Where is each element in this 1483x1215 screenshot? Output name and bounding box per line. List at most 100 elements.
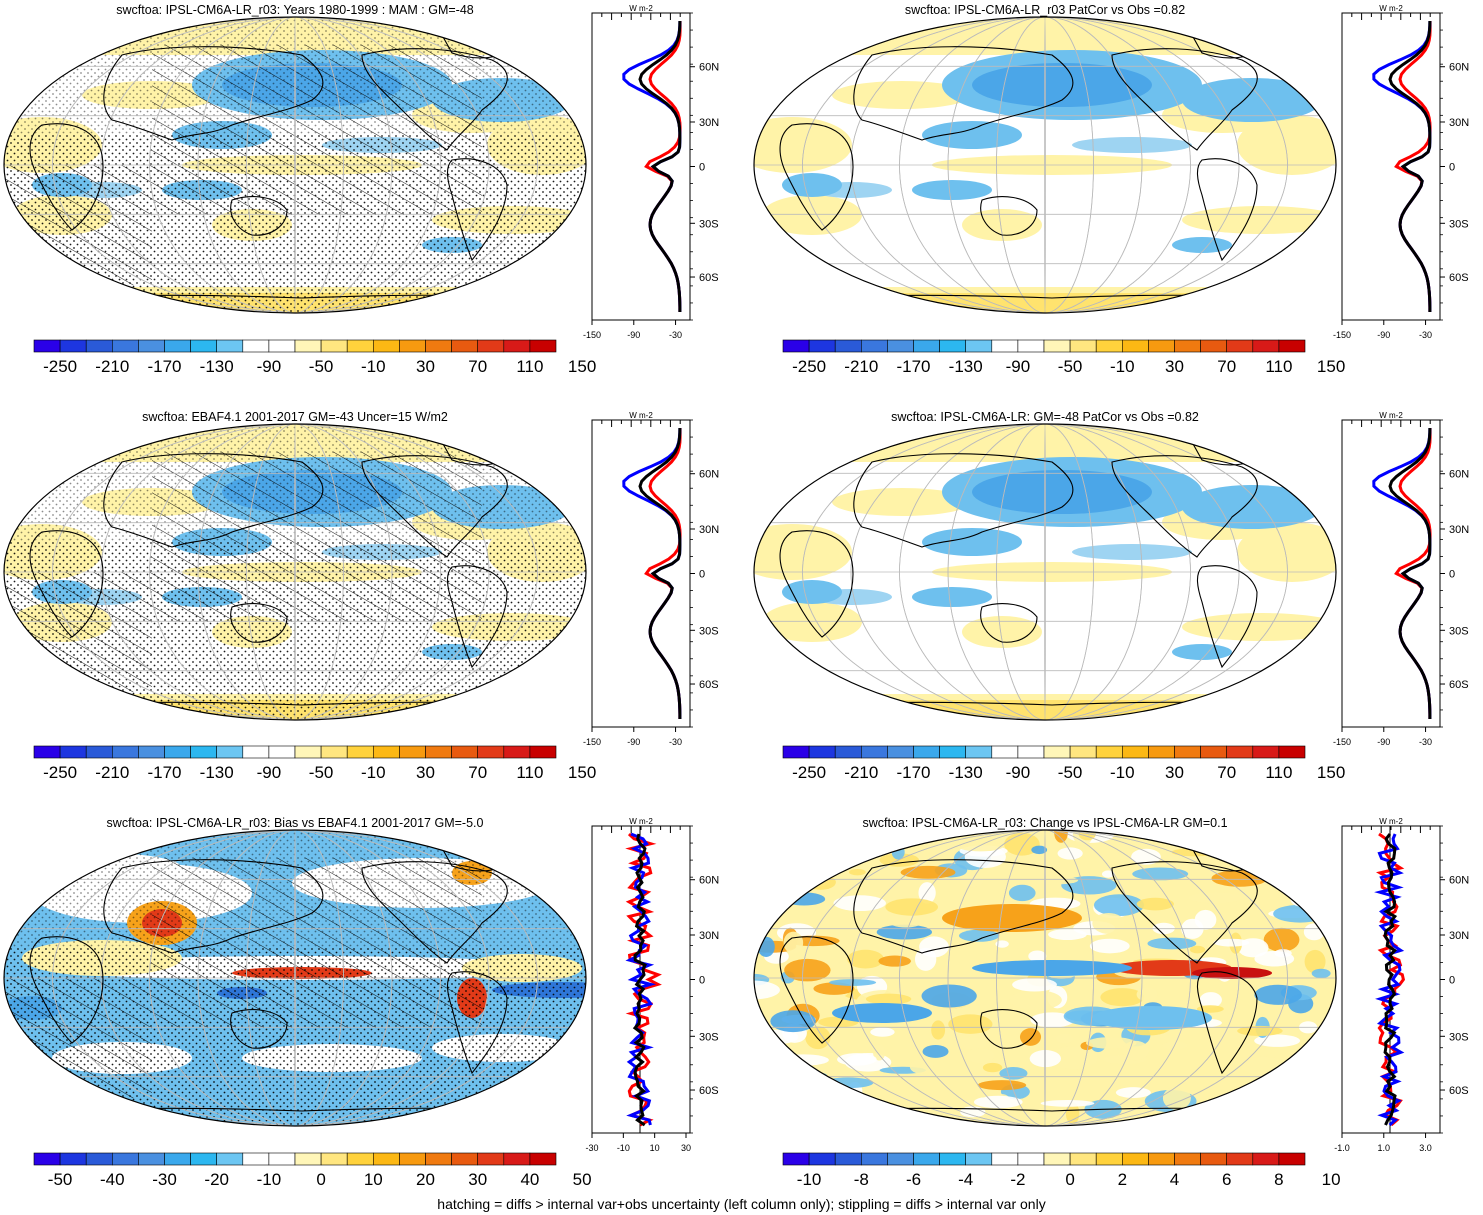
colorbar-swatch [1174,745,1201,759]
colorbar-swatch [1121,745,1149,759]
colorbar-swatch [216,745,244,759]
robinson-map [3,16,587,314]
colorbar-tick-label: -130 [200,357,234,376]
colorbar-swatch [861,1152,888,1166]
colorbar-swatch [294,1152,322,1166]
colorbar-swatch [1043,339,1071,353]
colorbar-swatch [112,339,139,353]
colorbar-swatch [782,339,810,353]
profile-tick-label: -150 [583,737,601,747]
colorbar-swatch [782,1152,810,1166]
colorbar-swatch [834,339,862,353]
colorbar-swatch [320,339,348,353]
profile-unit: W m-2 [1379,411,1403,420]
colorbar-swatch [477,339,505,353]
colorbar-tick-label: -10 [1110,763,1135,782]
colorbar-tick-label: -90 [1006,357,1031,376]
colorbar-swatch [1174,1152,1201,1166]
colorbar-swatch [861,745,888,759]
colorbar-swatch [399,1152,426,1166]
colorbar-swatch [320,1152,348,1166]
colorbar-tick-label: 6 [1222,1170,1231,1189]
lat-tick-label: 60S [1449,679,1469,691]
panel-title: swcftoa: EBAF4.1 2001-2017 GM=-43 Uncer=… [142,410,448,424]
colorbar-swatch [808,339,836,353]
colorbar-tick-label: -250 [43,763,77,782]
colorbar-swatch [1200,339,1228,353]
colorbar-tick-label: 70 [468,357,487,376]
colorbar-swatch [451,745,479,759]
lat-tick-label: 30N [699,930,719,942]
colorbar-swatch [451,339,479,353]
colorbar-swatch [451,1152,479,1166]
colorbar-tick-label: -130 [949,357,983,376]
colorbar-tick-label: 110 [516,357,543,376]
panel-title: swcftoa: IPSL-CM6A-LR_r03: Bias vs EBAF4… [106,816,484,830]
colorbar-swatch [190,339,218,353]
lat-tick-label: 0 [1449,162,1455,174]
colorbar-tick-label: 30 [416,763,435,782]
colorbar-swatch [913,1152,940,1166]
robinson-map [753,829,1337,1127]
colorbar-swatch [529,1152,557,1166]
profile-line-black [1388,20,1432,312]
colorbar-swatch [320,745,348,759]
colorbar-tick-label: -50 [48,1170,73,1189]
colorbar-swatch [1017,745,1045,759]
profile-line-blue [625,832,657,1126]
colorbar-tick-label: 40 [520,1170,539,1189]
colorbar-swatch [59,745,87,759]
colorbar-swatch [164,339,191,353]
lat-tick-label: 0 [699,975,705,987]
lat-tick-label: 30N [1449,930,1469,942]
lat-tick-label: 30S [1449,1031,1469,1043]
colorbar-tick-label: 50 [573,1170,592,1189]
colorbar-swatch [529,339,557,353]
zonal-mean-profile: W m-2 60N 30N 0 30S 60S -150 -90 -30 [1333,4,1469,340]
colorbar-tick-label: -250 [792,357,826,376]
colorbar-tick-label: 30 [468,1170,487,1189]
colorbar-swatch [1252,339,1280,353]
lat-tick-label: 60N [699,875,719,887]
profile-tick-label: -1.0 [1334,1143,1350,1153]
colorbar-tick-label: -210 [95,763,129,782]
profile-unit: W m-2 [629,411,653,420]
colorbar-swatch [1043,745,1071,759]
colorbar-swatch [1278,745,1306,759]
colorbar-tick-label: -170 [147,357,181,376]
colorbar-swatch [1252,1152,1280,1166]
lat-tick-label: 30S [1449,218,1469,230]
robinson-map [3,423,587,721]
colorbar-swatch [1069,339,1097,353]
colorbar-tick-label: 4 [1170,1170,1179,1189]
colorbar-swatch [112,745,139,759]
colorbar-swatch [164,1152,191,1166]
profile-tick-label: -30 [585,1143,598,1153]
colorbar-swatch [268,1152,296,1166]
colorbar-swatch [1121,339,1149,353]
colorbar: -250 -210 -170 -130 -90 -50 -10 30 70 110 150 [33,745,596,782]
colorbar-swatch [503,745,531,759]
colorbar-swatch [1278,339,1306,353]
colorbar-swatch [939,745,967,759]
colorbar-swatch [913,745,940,759]
colorbar-swatch [33,1152,61,1166]
lat-tick-label: 60S [699,272,719,284]
colorbar-swatch [1069,1152,1097,1166]
colorbar-tick-label: 110 [1265,763,1292,782]
colorbar-swatch [477,1152,505,1166]
profile-tick-label: 1.0 [1378,1143,1391,1153]
footnote: hatching = diffs > internal var+obs unce… [437,1196,1046,1212]
colorbar-tick-label: 10 [1322,1170,1341,1189]
profile-tick-label: -90 [627,737,640,747]
colorbar-swatch [190,745,218,759]
colorbar: -250 -210 -170 -130 -90 -50 -10 30 70 110 150 [33,339,596,376]
colorbar-swatch [425,1152,452,1166]
colorbar-swatch [503,339,531,353]
lat-tick-label: 30N [1449,117,1469,129]
colorbar-swatch [887,745,914,759]
panel-title: swcftoa: IPSL-CM6A-LR_r03 PatCor vs Obs … [904,3,1186,17]
profile-tick-label: -10 [617,1143,630,1153]
colorbar-swatch [372,745,400,759]
lat-tick-label: 30S [699,218,719,230]
